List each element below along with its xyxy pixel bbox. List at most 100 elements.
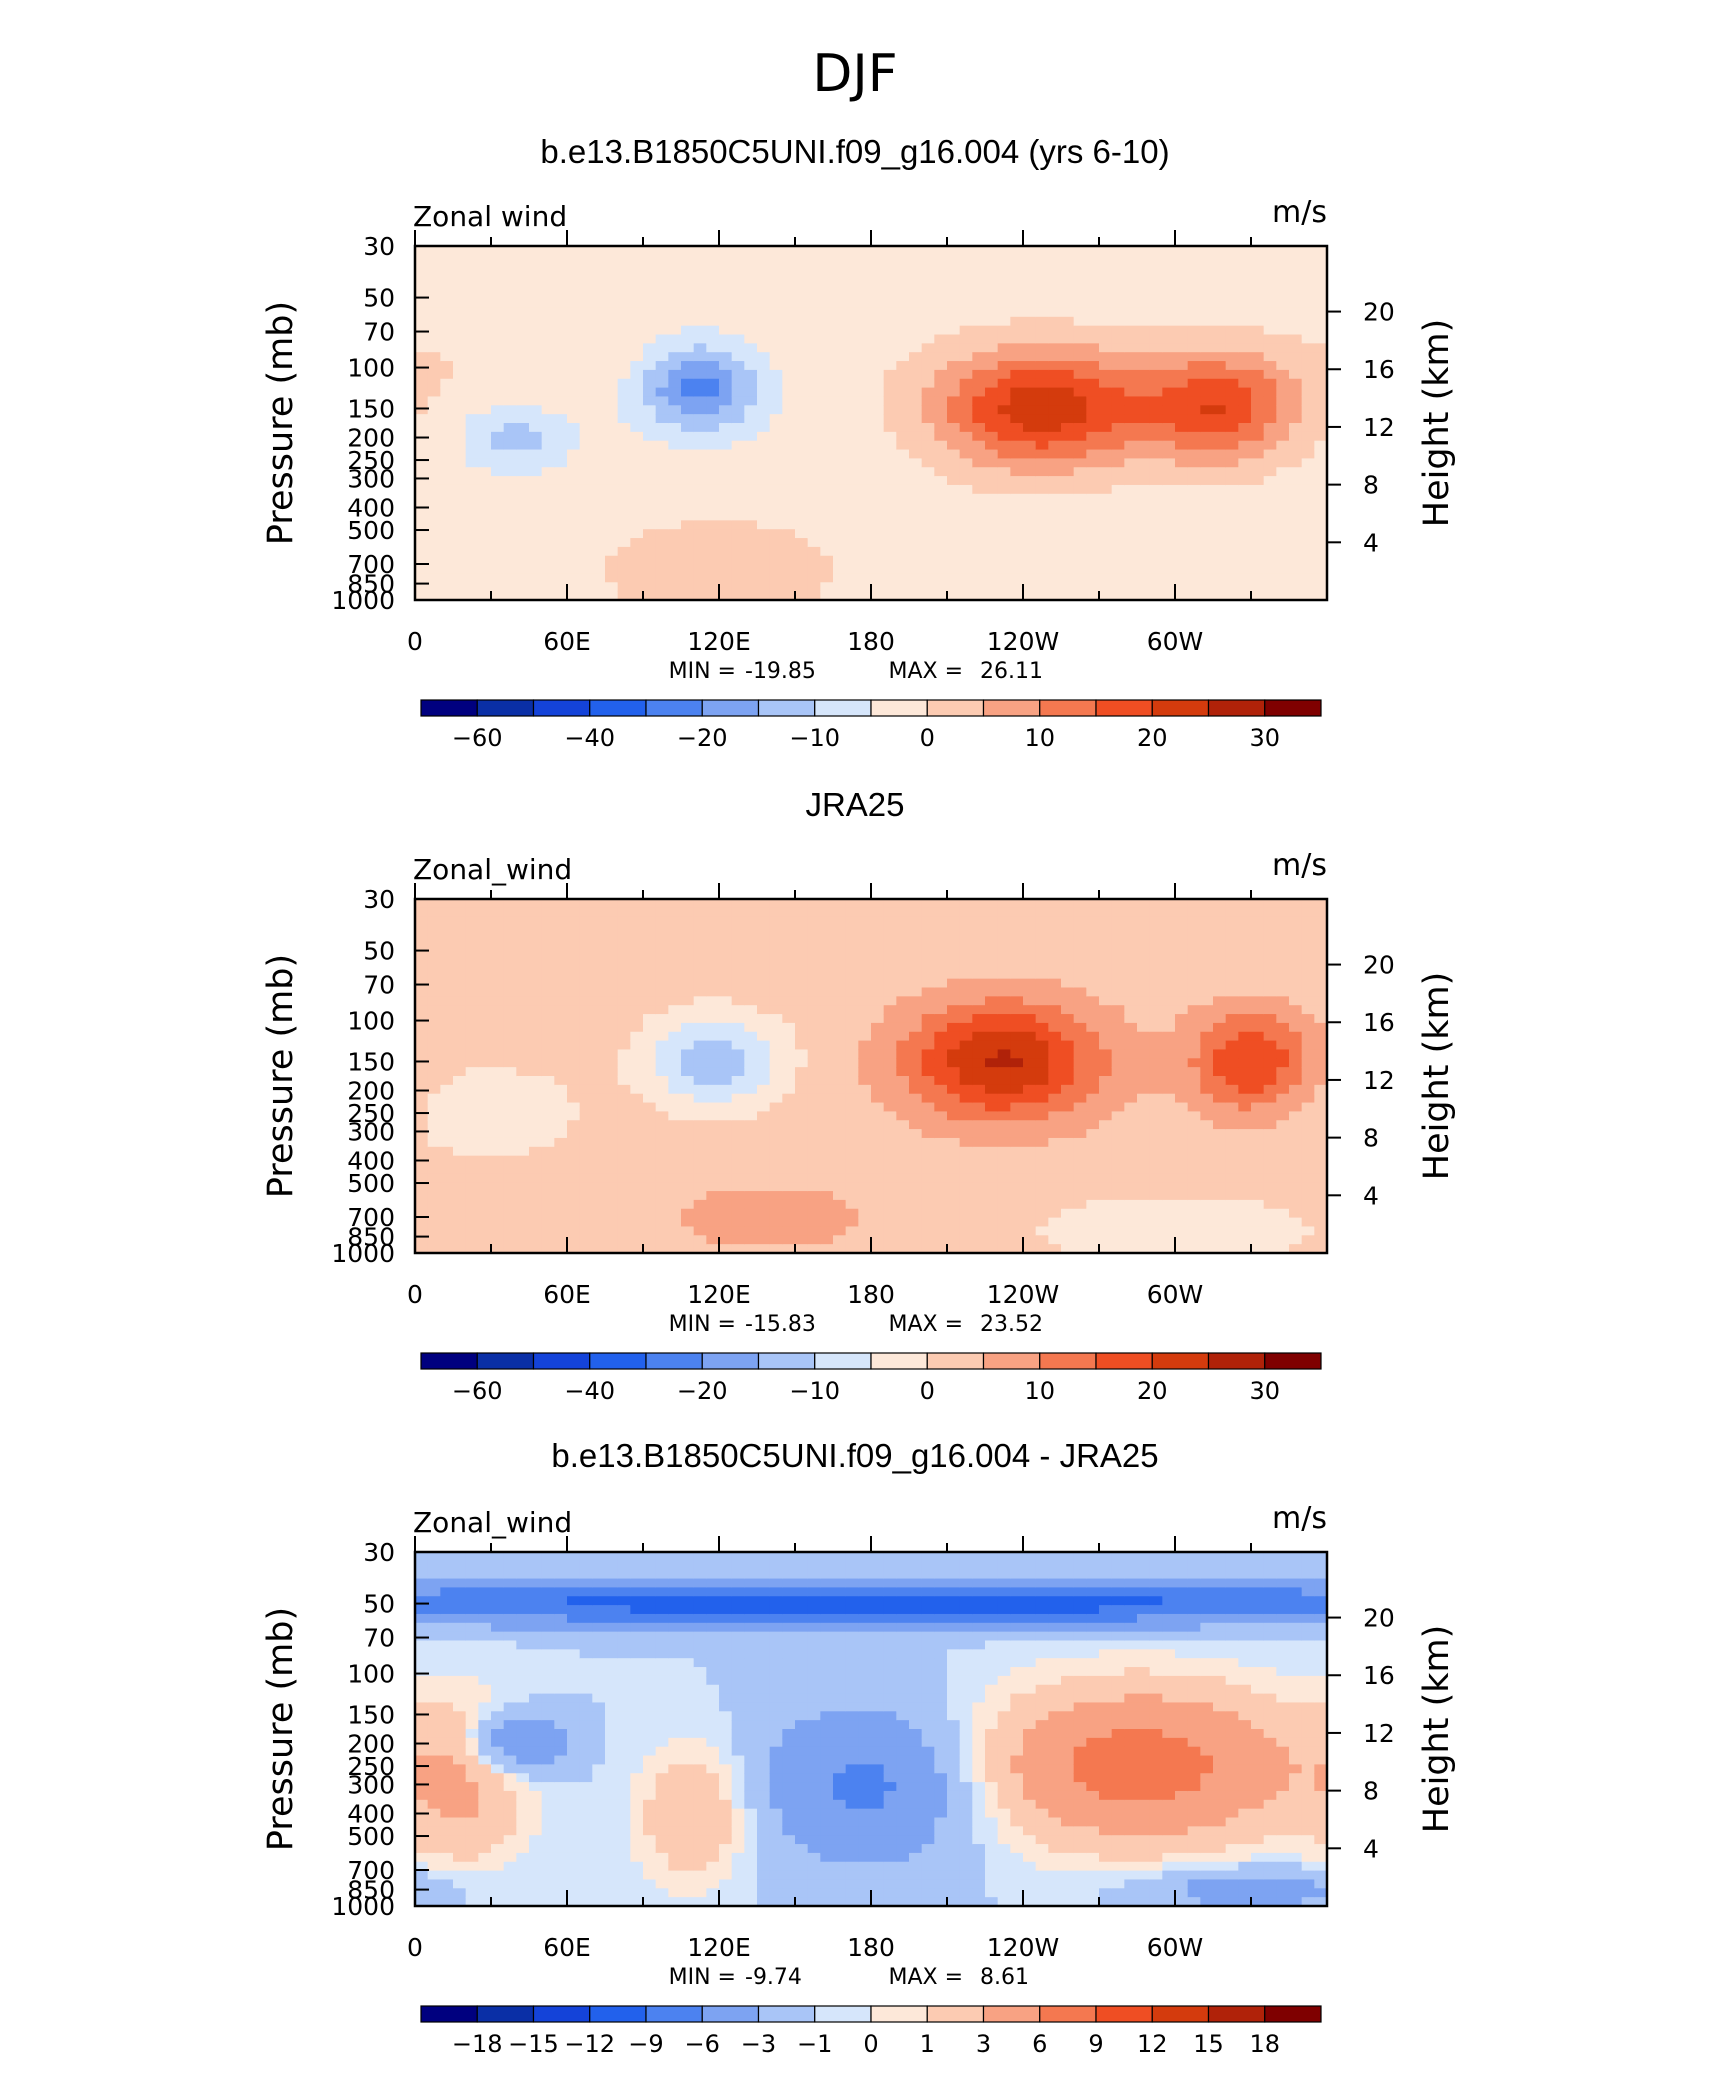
heat-cell	[1010, 343, 1023, 352]
heat-cell	[960, 1094, 973, 1103]
heat-cell	[985, 326, 998, 335]
heat-cell	[1137, 520, 1150, 529]
heat-cell	[668, 1085, 681, 1094]
heat-cell	[630, 467, 643, 476]
heat-cell	[466, 908, 479, 917]
heat-cell	[592, 582, 605, 591]
heat-cell	[846, 290, 859, 299]
heat-cell	[808, 308, 821, 317]
heat-cell	[630, 405, 643, 414]
heat-cell	[668, 573, 681, 582]
heat-cell	[592, 1129, 605, 1138]
heat-cell	[1010, 423, 1023, 432]
heat-cell	[504, 299, 517, 308]
heat-cell	[440, 1103, 453, 1112]
heat-cell	[820, 899, 833, 908]
heat-cell	[1023, 1147, 1036, 1156]
heat-cell	[871, 317, 884, 326]
heat-cell	[858, 281, 871, 290]
heat-cell	[1023, 961, 1036, 970]
heat-cell	[909, 582, 922, 591]
heat-cell	[668, 979, 681, 988]
heat-cell	[681, 281, 694, 290]
heat-cell	[985, 458, 998, 467]
heat-cell	[960, 290, 973, 299]
heat-cell	[1314, 556, 1327, 565]
heat-cell	[1302, 414, 1315, 423]
heat-cell	[757, 432, 770, 441]
heat-cell	[567, 565, 580, 574]
heat-cell	[1251, 361, 1264, 370]
heat-cell	[909, 1173, 922, 1182]
heat-cell	[618, 917, 631, 926]
heat-cell	[504, 988, 517, 997]
heat-cell	[972, 917, 985, 926]
heat-cell	[478, 1235, 491, 1244]
heat-cell	[656, 450, 669, 459]
heat-cell	[719, 934, 732, 943]
heat-cell	[896, 908, 909, 917]
heat-cell	[529, 1209, 542, 1218]
heat-cell	[972, 476, 985, 485]
heat-cell	[985, 979, 998, 988]
heat-cell	[934, 1049, 947, 1058]
heat-cell	[567, 396, 580, 405]
heat-cell	[453, 441, 466, 450]
heat-cell	[1061, 556, 1074, 565]
heat-cell	[428, 450, 441, 459]
heat-cell	[580, 1103, 593, 1112]
heat-cell	[1010, 556, 1023, 565]
heat-cell	[516, 1103, 529, 1112]
heat-cell	[1086, 317, 1099, 326]
heat-cell	[516, 388, 529, 397]
heat-cell	[706, 414, 719, 423]
heat-cell	[618, 565, 631, 574]
heat-cell	[478, 1209, 491, 1218]
heat-cell	[998, 1103, 1011, 1112]
heat-cell	[643, 273, 656, 282]
heat-cell	[744, 908, 757, 917]
heat-cell	[960, 308, 973, 317]
heat-cell	[567, 1120, 580, 1129]
heat-cell	[858, 485, 871, 494]
heat-cell	[504, 379, 517, 388]
heat-cell	[1074, 503, 1087, 512]
heat-cell	[478, 388, 491, 397]
heat-cell	[820, 379, 833, 388]
heat-cell	[719, 979, 732, 988]
heat-cell	[1023, 547, 1036, 556]
heat-cell	[795, 1156, 808, 1165]
heat-cell	[871, 281, 884, 290]
heat-cell	[694, 441, 707, 450]
heat-cell	[668, 988, 681, 997]
heat-cell	[1314, 512, 1327, 521]
heat-cell	[808, 961, 821, 970]
heat-cell	[1314, 520, 1327, 529]
heat-cell	[415, 1058, 428, 1067]
heat-cell	[580, 1120, 593, 1129]
heat-cell	[618, 1209, 631, 1218]
heat-cell	[504, 1005, 517, 1014]
heat-cell	[795, 1209, 808, 1218]
heat-cell	[871, 934, 884, 943]
heat-cell	[516, 970, 529, 979]
heat-cell	[1124, 352, 1137, 361]
heat-cell	[1276, 370, 1289, 379]
heat-cell	[491, 1094, 504, 1103]
heat-cell	[1188, 379, 1201, 388]
heat-cell	[744, 547, 757, 556]
heat-cell	[833, 1200, 846, 1209]
heat-cell	[580, 423, 593, 432]
heat-cell	[681, 582, 694, 591]
heat-cell	[466, 290, 479, 299]
heat-cell	[922, 290, 935, 299]
heat-cell	[567, 582, 580, 591]
heat-cell	[1238, 538, 1251, 547]
heat-cell	[808, 1058, 821, 1067]
heat-cell	[1264, 299, 1277, 308]
heat-cell	[516, 512, 529, 521]
heat-cell	[1289, 405, 1302, 414]
heat-cell	[985, 485, 998, 494]
heat-cell	[871, 1226, 884, 1235]
heat-cell	[440, 352, 453, 361]
